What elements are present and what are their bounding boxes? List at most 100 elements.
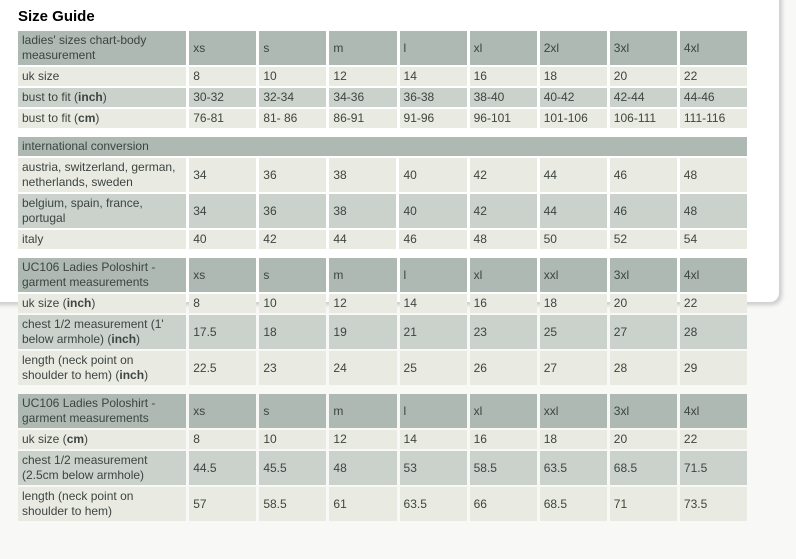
size-col-header: 2xl <box>539 31 607 65</box>
header-row: international conversion <box>18 137 747 156</box>
value-cell: 22.5 <box>189 351 257 385</box>
value-cell: 10 <box>259 430 327 449</box>
value-cell: 18 <box>539 67 607 86</box>
label-text: UC106 Ladies Poloshirt - garment measure… <box>22 396 156 425</box>
table-row: uk size 8 10 12 14 16 18 20 22 <box>18 67 747 86</box>
row-label-cell: austria, switzerland, german, netherland… <box>18 158 187 192</box>
value-cell: 16 <box>469 294 537 313</box>
row-label-cell: bust to fit (cm) <box>18 109 187 128</box>
table-title-cell: ladies' sizes chart-body measurement <box>18 31 187 65</box>
size-col-header: xxl <box>539 394 607 428</box>
value-cell: 53 <box>399 451 467 485</box>
value-cell: 22 <box>679 67 747 86</box>
value-cell: 25 <box>399 351 467 385</box>
label-text: uk size <box>22 69 60 83</box>
size-col-header: xs <box>189 31 257 65</box>
value-cell: 96-101 <box>469 109 537 128</box>
label-text: uk size ( <box>22 296 67 310</box>
value-cell: 12 <box>329 294 397 313</box>
label-text: ) <box>95 111 100 125</box>
value-cell: 20 <box>609 430 677 449</box>
value-cell: 66 <box>469 487 537 521</box>
size-col-header: xl <box>469 258 537 292</box>
label-text: ) <box>84 432 89 446</box>
value-cell: 42 <box>259 230 327 249</box>
row-label-cell: italy <box>18 230 187 249</box>
value-cell: 76-81 <box>189 109 257 128</box>
table-row: chest 1/2 measurement (2.5cm below armho… <box>18 451 747 485</box>
size-col-header: m <box>329 394 397 428</box>
value-cell: 10 <box>259 67 327 86</box>
value-cell: 20 <box>609 294 677 313</box>
value-cell: 19 <box>329 315 397 349</box>
size-col-header: m <box>329 31 397 65</box>
label-bold-text: inch <box>66 296 92 310</box>
label-text: belgium, spain, france, portugal <box>22 196 143 225</box>
size-col-header: xs <box>189 394 257 428</box>
value-cell: 40 <box>189 230 257 249</box>
value-cell: 61 <box>329 487 397 521</box>
value-cell: 28 <box>679 315 747 349</box>
value-cell: 23 <box>469 315 537 349</box>
tables-container: ladies' sizes chart-body measurement xs s m… <box>0 29 796 523</box>
value-cell: 63.5 <box>399 487 467 521</box>
label-text: chest 1/2 measurement (1' below armhole)… <box>22 317 164 346</box>
value-cell: 81- 86 <box>259 109 327 128</box>
value-cell: 17.5 <box>189 315 257 349</box>
size-col-header: xl <box>469 31 537 65</box>
label-text: length (neck point on shoulder to hem) <box>22 489 134 518</box>
table-row: chest 1/2 measurement (1' below armhole)… <box>18 315 747 349</box>
value-cell: 44 <box>539 194 607 228</box>
value-cell: 38 <box>329 158 397 192</box>
label-text: bust to fit ( <box>22 90 79 104</box>
size-col-header: m <box>329 258 397 292</box>
value-cell: 44-46 <box>679 88 747 107</box>
value-cell: 71.5 <box>679 451 747 485</box>
header-row: UC106 Ladies Poloshirt - garment measure… <box>18 258 747 292</box>
value-cell: 28 <box>609 351 677 385</box>
row-label-cell: uk size (inch) <box>18 294 187 313</box>
value-cell: 46 <box>609 158 677 192</box>
value-cell: 22 <box>679 430 747 449</box>
value-cell: 50 <box>539 230 607 249</box>
size-col-header: 4xl <box>679 31 747 65</box>
size-col-header: 3xl <box>609 394 677 428</box>
label-bold-text: inch <box>119 368 145 382</box>
value-cell: 40 <box>399 194 467 228</box>
label-bold-text: inch <box>111 332 137 346</box>
label-text: length (neck point on shoulder to hem) ( <box>22 353 134 382</box>
label-text: bust to fit ( <box>22 111 79 125</box>
table-row: length (neck point on shoulder to hem) 57… <box>18 487 747 521</box>
value-cell: 57 <box>189 487 257 521</box>
row-label-cell: length (neck point on shoulder to hem) (… <box>18 351 187 385</box>
value-cell: 32-34 <box>259 88 327 107</box>
value-cell: 18 <box>539 430 607 449</box>
value-cell: 26 <box>469 351 537 385</box>
value-cell: 34 <box>189 158 257 192</box>
value-cell: 42 <box>469 194 537 228</box>
value-cell: 29 <box>679 351 747 385</box>
value-cell: 14 <box>399 294 467 313</box>
value-cell: 111-116 <box>679 109 747 128</box>
value-cell: 8 <box>189 67 257 86</box>
table-row: length (neck point on shoulder to hem) (… <box>18 351 747 385</box>
value-cell: 58.5 <box>259 487 327 521</box>
international-conversion-table: international conversion austria, switzer… <box>15 135 750 251</box>
size-col-header: xxl <box>539 258 607 292</box>
value-cell: 38 <box>329 194 397 228</box>
value-cell: 63.5 <box>539 451 607 485</box>
table-row: austria, switzerland, german, netherland… <box>18 158 747 192</box>
row-label-cell: uk size <box>18 67 187 86</box>
value-cell: 16 <box>469 67 537 86</box>
body-measurement-table: ladies' sizes chart-body measurement xs s m… <box>15 29 750 130</box>
value-cell: 24 <box>329 351 397 385</box>
value-cell: 22 <box>679 294 747 313</box>
value-cell: 34 <box>189 194 257 228</box>
value-cell: 106-111 <box>609 109 677 128</box>
table-row: uk size (cm) 8 10 12 14 16 18 20 22 <box>18 430 747 449</box>
size-col-header: l <box>399 31 467 65</box>
header-row: UC106 Ladies Poloshirt - garment measure… <box>18 394 747 428</box>
value-cell: 71 <box>609 487 677 521</box>
value-cell: 52 <box>609 230 677 249</box>
value-cell: 42 <box>469 158 537 192</box>
